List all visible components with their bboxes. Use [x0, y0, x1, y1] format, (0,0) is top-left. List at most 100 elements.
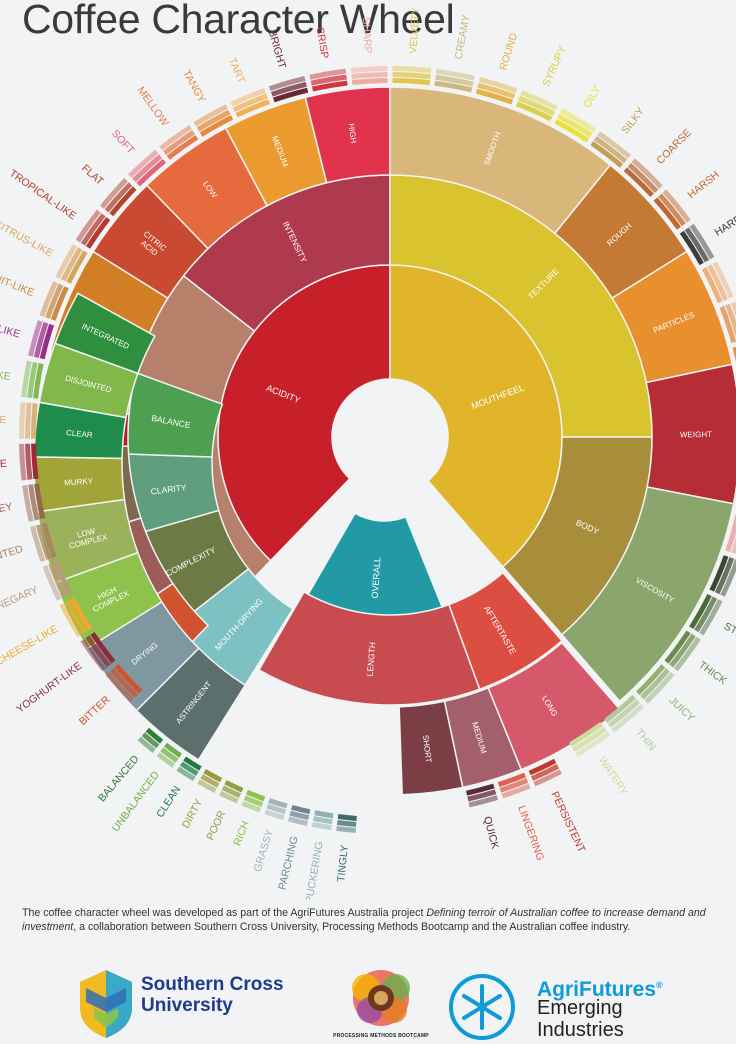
outer-label-parching: PARCHING — [276, 835, 300, 891]
outer-band-watery — [569, 721, 604, 747]
outer-band-grassy — [266, 803, 286, 815]
outer-band-tangy — [193, 104, 228, 127]
outer-label-round: ROUND — [497, 31, 520, 72]
outer-band-sharp — [351, 78, 388, 85]
outer-label-creamy: CREAMY — [453, 14, 473, 60]
outer-band-grassy — [264, 809, 285, 820]
page-title: Coffee Character Wheel — [22, 0, 455, 42]
outer-band-clean — [176, 766, 196, 782]
outer-band-lingering — [497, 772, 527, 787]
outer-label-winey: WINEY — [0, 501, 13, 519]
outer-band-tart — [235, 99, 270, 118]
outer-band-apple-like — [33, 363, 44, 399]
outer-label-yoghurt-like: YOGHURT-LIKE — [14, 660, 84, 716]
outer-label-grape-like: GRAPE-LIKE — [0, 458, 7, 474]
outer-band-coating — [714, 557, 735, 595]
outer-band-mellow — [166, 135, 199, 160]
outer-band-flat — [109, 186, 137, 217]
outer-band-fermented — [30, 525, 46, 563]
outer-band-dirty — [203, 768, 223, 783]
outer-band-rich — [241, 800, 262, 813]
outer-band-fermented — [41, 522, 57, 558]
outer-band-tropical-like — [80, 213, 106, 246]
outer-band-puckering — [311, 822, 332, 831]
outer-band-hard — [679, 230, 704, 266]
outer-band-mellow — [159, 125, 192, 151]
outer-band-clean — [179, 761, 199, 776]
outer-band-thick — [669, 633, 696, 668]
outer-band-coarse — [627, 162, 659, 193]
outer-label-tropical-like: TROPICAL-LIKE — [7, 167, 78, 222]
outer-band-persistent — [533, 769, 562, 787]
outer-band-parching — [289, 810, 310, 821]
outer-band-tropical-like — [75, 209, 101, 243]
tier2-label-length: LENGTH — [365, 642, 378, 677]
tier3-label-murky: MURKY — [64, 477, 94, 488]
outer-band-gritty — [732, 346, 736, 363]
southern-cross-university-logo: Southern Cross University — [78, 968, 318, 1040]
outer-band-tart — [230, 87, 266, 107]
outer-band-balanced — [137, 736, 156, 753]
outer-band-velvety — [392, 72, 431, 80]
outer-band-velvety — [392, 66, 432, 74]
outer-band-watery — [572, 726, 607, 752]
pmb-name: PROCESSING METHODS BOOTCAMP — [333, 1033, 429, 1039]
outer-band-round — [475, 88, 514, 105]
outer-band-yoghurt-like — [90, 632, 116, 664]
outer-label-tingly: TINGLY — [335, 844, 351, 882]
outer-band-round — [478, 77, 518, 94]
agrifutures-logo: AgriFutures® Emerging Industries — [447, 972, 707, 1042]
tier3-segment-viscosity — [560, 486, 735, 703]
outer-band-velvety — [392, 78, 431, 86]
outer-band-grape-like — [25, 443, 33, 480]
outer-band-coating — [720, 559, 736, 597]
outer-band-silky — [593, 136, 628, 164]
agrifutures-name: AgriFutures® — [537, 978, 663, 1001]
outer-band-rich — [246, 789, 266, 802]
wheel-outer-ring — [19, 66, 736, 833]
outer-band-harsh — [658, 193, 686, 227]
tier2-label-clarity: CLARITY — [150, 482, 187, 496]
outer-band-syrupy — [518, 95, 555, 116]
outer-label-fermented: FERMENTED — [0, 543, 25, 574]
outer-label-flat: FLAT — [79, 162, 106, 188]
outer-label-stone-fruit-like: STONE FRUIT-LIKE — [0, 252, 36, 299]
outer-band-dirty — [200, 774, 220, 788]
outer-band-mellow — [162, 130, 196, 156]
outer-label-soft-drink-like: SOFT DRINK-LIKE — [0, 410, 7, 426]
outer-band-vinegary — [42, 565, 62, 601]
outer-band-fermented — [35, 524, 52, 561]
outer-band-bright — [269, 76, 306, 91]
outer-label-persistent: PERSISTENT — [548, 790, 587, 855]
outer-band-hard — [689, 223, 715, 260]
outer-band-harsh — [653, 197, 681, 230]
outer-band-unbalanced — [156, 752, 176, 768]
tier3-label-clear: CLEAR — [66, 428, 94, 440]
outer-band-stone-fruit-like — [45, 283, 64, 319]
outer-band-sharp — [351, 72, 388, 80]
outer-band-apple-like — [21, 360, 32, 398]
outer-label-coarse: COARSE — [654, 127, 694, 167]
outer-label-crisp: CRISP — [313, 26, 330, 60]
footnote-text: The coffee character wheel was developed… — [22, 907, 427, 919]
outer-band-grassy — [268, 798, 288, 809]
outer-label-poor: POOR — [204, 809, 228, 842]
outer-band-juicy — [644, 671, 675, 704]
wheel-tier3-ring: QUINICACIDLACTICACIDACETICACIDTARTARICAC… — [33, 86, 736, 796]
outer-label-oily: OILY — [581, 84, 603, 110]
outer-band-oily — [557, 113, 593, 138]
outer-band-tangy — [196, 109, 231, 132]
outer-band-balanced — [141, 732, 160, 749]
outer-band-crisp — [309, 68, 347, 80]
outer-label-velvety: VELVETY — [407, 7, 422, 54]
outer-band-quick — [466, 783, 495, 796]
outer-band-parching — [291, 804, 311, 815]
bootcamp-splash-icon — [352, 970, 410, 1026]
outer-band-thin — [611, 703, 645, 733]
outer-band-bitter — [114, 664, 143, 694]
outer-band-bright — [272, 87, 309, 103]
outer-band-soft-drink-like — [19, 402, 26, 439]
outer-label-silky: SILKY — [619, 105, 647, 136]
outer-band-quick — [468, 795, 499, 808]
